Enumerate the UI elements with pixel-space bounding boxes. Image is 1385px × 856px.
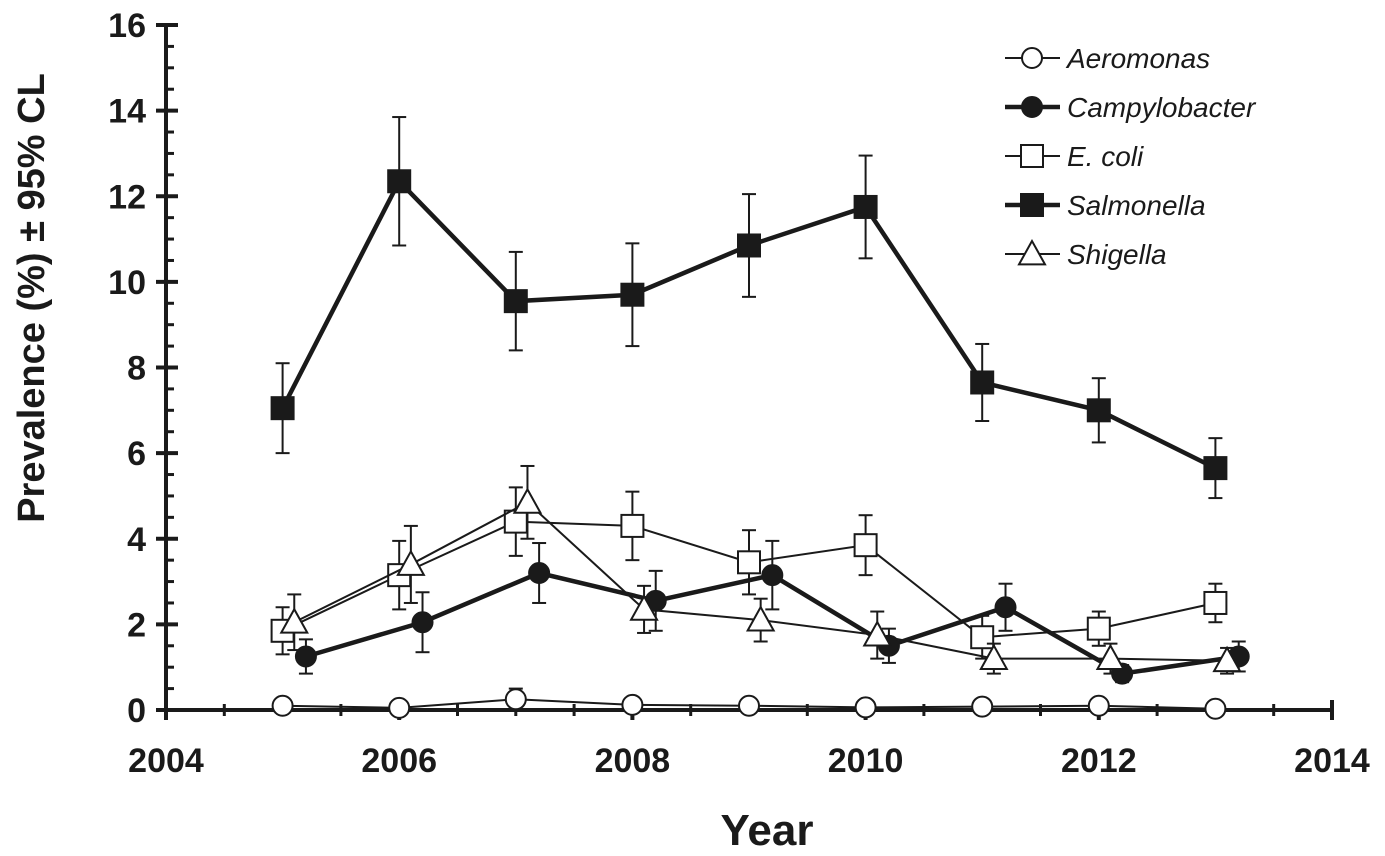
legend: Aeromonas Campylobacter E. coli Salmonella S… bbox=[1005, 43, 1257, 270]
data-point bbox=[970, 625, 995, 650]
x-tick-label: 2006 bbox=[361, 742, 437, 780]
legend-marker bbox=[1020, 144, 1044, 168]
legend-label: Aeromonas bbox=[1065, 43, 1210, 74]
legend-marker bbox=[1017, 238, 1047, 266]
data-point bbox=[1086, 398, 1111, 423]
data-point bbox=[738, 694, 760, 717]
legend-item: Campylobacter bbox=[1005, 92, 1257, 123]
x-axis-title: Year bbox=[721, 806, 814, 855]
data-point bbox=[853, 533, 878, 558]
legend-label: Campylobacter bbox=[1067, 92, 1257, 123]
data-point bbox=[1203, 590, 1228, 615]
data-point bbox=[979, 643, 1009, 671]
series-campylobacter bbox=[294, 539, 1250, 685]
data-point bbox=[503, 289, 528, 314]
legend-label: Shigella bbox=[1067, 239, 1167, 270]
data-point bbox=[971, 695, 994, 718]
data-point bbox=[411, 611, 434, 634]
legend-marker bbox=[1021, 96, 1043, 118]
data-point bbox=[270, 396, 295, 421]
data-point bbox=[620, 282, 645, 307]
y-tick-label: 10 bbox=[108, 264, 146, 302]
x-tick-label: 2010 bbox=[828, 742, 904, 780]
y-tick-label: 12 bbox=[108, 178, 146, 216]
x-tick-label: 2008 bbox=[595, 742, 671, 780]
data-point bbox=[862, 620, 892, 647]
series-salmonella bbox=[270, 116, 1228, 500]
x-tick-label: 2012 bbox=[1061, 742, 1137, 780]
legend-marker bbox=[1021, 47, 1043, 69]
data-point bbox=[271, 694, 294, 717]
data-point bbox=[853, 194, 878, 219]
data-point bbox=[994, 596, 1017, 619]
data-point bbox=[1203, 456, 1228, 481]
data-point bbox=[621, 693, 644, 716]
legend-item: Shigella bbox=[1005, 238, 1167, 270]
series-shigella bbox=[279, 464, 1242, 675]
data-point bbox=[620, 513, 645, 538]
data-point bbox=[970, 370, 995, 395]
y-tick-label: 16 bbox=[108, 7, 146, 45]
legend-marker bbox=[1020, 193, 1044, 217]
y-tick-label: 4 bbox=[127, 521, 146, 559]
data-point bbox=[528, 562, 551, 584]
series-aeromonas bbox=[271, 687, 1227, 720]
data-point bbox=[503, 509, 528, 534]
series-layer bbox=[270, 116, 1250, 720]
y-axis-title: Prevalence (%) ± 95% CL bbox=[11, 73, 53, 523]
y-tick-label: 0 bbox=[127, 692, 146, 730]
data-point bbox=[1212, 645, 1242, 673]
data-point bbox=[396, 549, 426, 576]
legend-label: E. coli bbox=[1067, 141, 1144, 172]
data-point bbox=[737, 233, 761, 258]
data-point bbox=[745, 605, 776, 632]
data-point bbox=[387, 169, 412, 194]
data-point bbox=[294, 645, 317, 668]
y-tick-label: 8 bbox=[127, 350, 146, 388]
series-e-coli bbox=[270, 486, 1228, 660]
data-point bbox=[1095, 643, 1126, 671]
x-tick-label: 2014 bbox=[1294, 742, 1370, 780]
data-point bbox=[1086, 616, 1111, 641]
y-tick-label: 14 bbox=[108, 93, 146, 131]
legend-item: E. coli bbox=[1005, 141, 1144, 172]
data-point bbox=[388, 696, 411, 719]
data-point bbox=[854, 696, 877, 719]
x-tick-label: 2004 bbox=[128, 742, 204, 780]
data-point bbox=[279, 607, 309, 634]
data-point bbox=[629, 594, 659, 621]
data-point bbox=[1204, 697, 1227, 720]
legend-item: Salmonella bbox=[1005, 190, 1206, 221]
legend-label: Salmonella bbox=[1067, 190, 1206, 221]
legend-item: Aeromonas bbox=[1005, 43, 1210, 74]
y-tick-label: 2 bbox=[127, 606, 146, 644]
data-point bbox=[504, 688, 527, 711]
y-tick-label: 6 bbox=[127, 435, 146, 473]
data-point bbox=[761, 564, 784, 587]
data-point bbox=[512, 487, 543, 514]
data-point bbox=[1087, 694, 1110, 717]
data-point bbox=[737, 550, 761, 575]
axes: 0 2 4 6 8 10 12 14 16 2004 2006 2008 2010 2012 2014 bbox=[108, 7, 1370, 780]
